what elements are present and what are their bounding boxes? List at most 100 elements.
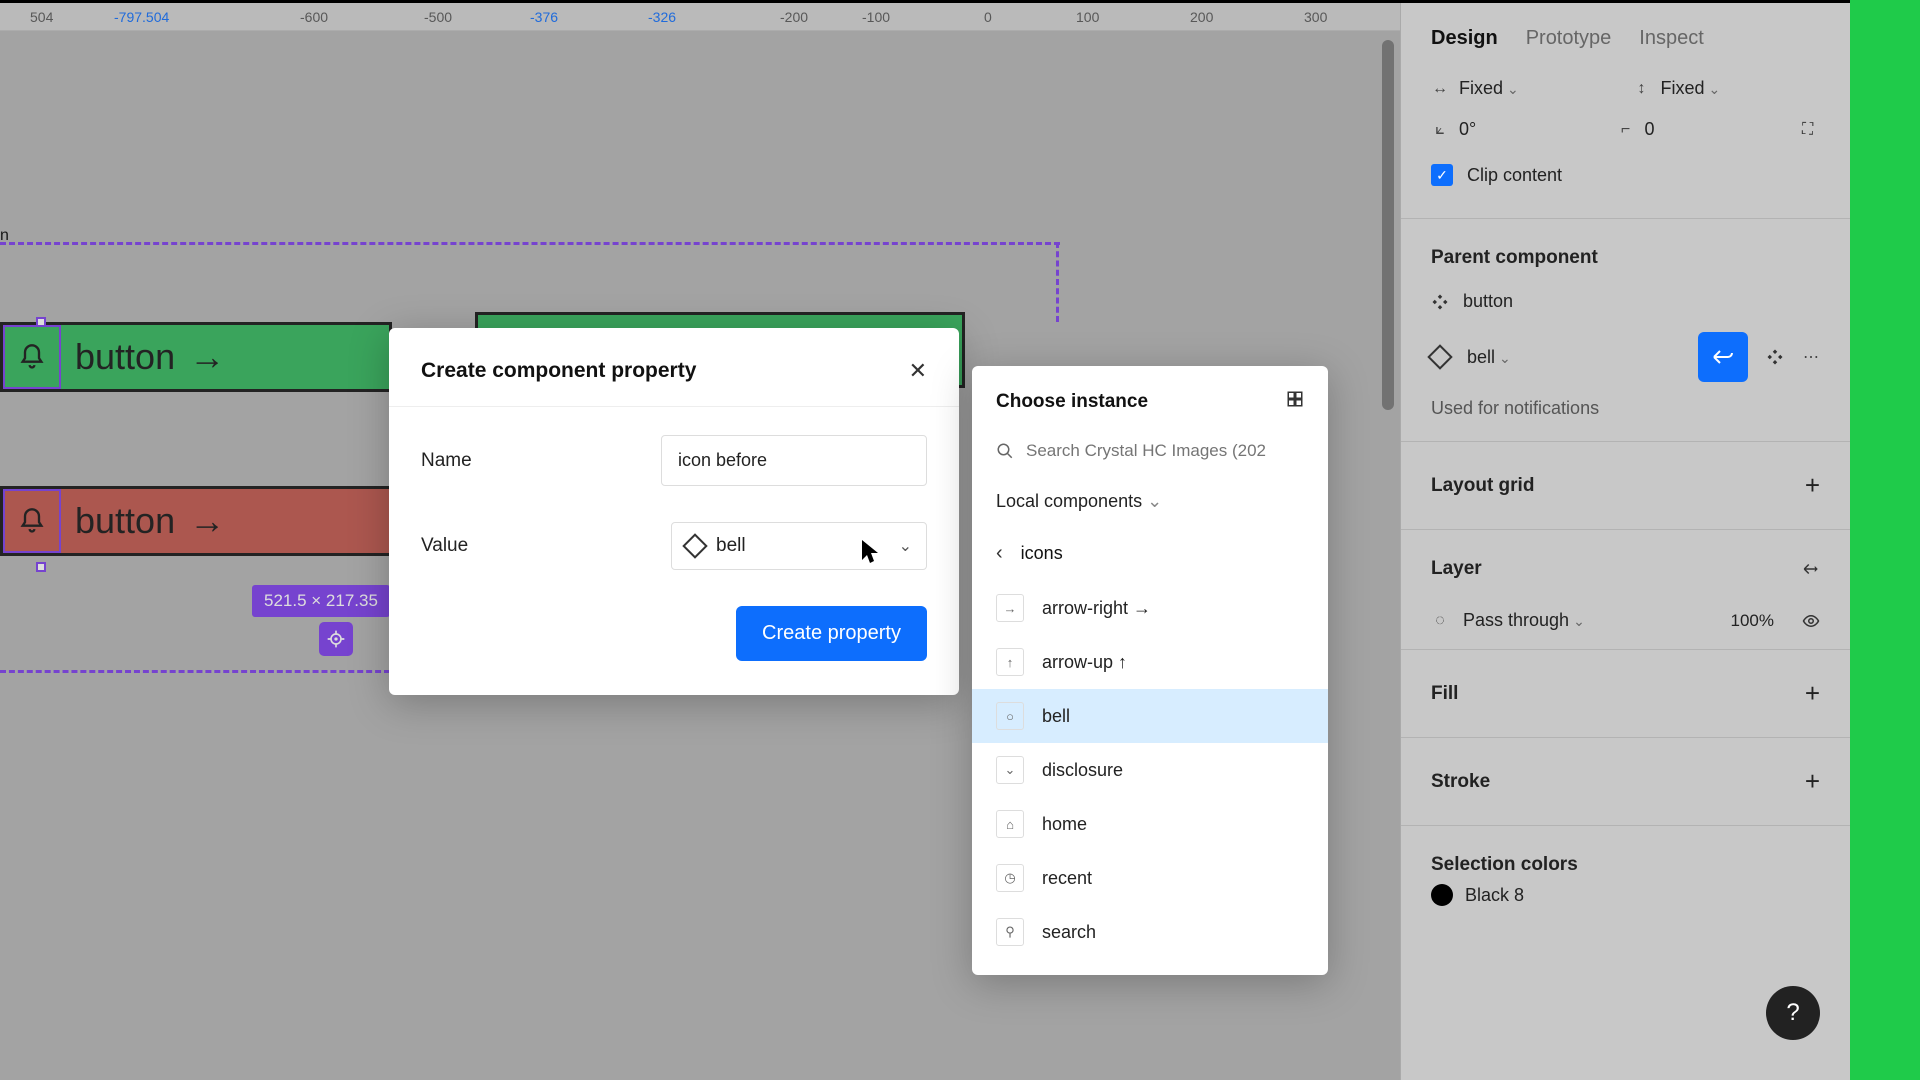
layer-target-icon[interactable] <box>1802 560 1820 578</box>
instance-select[interactable]: bell <box>1467 347 1688 368</box>
opacity-value[interactable]: 100% <box>1731 611 1774 631</box>
ruler-tick: -100 <box>862 9 890 25</box>
width-mode-select[interactable]: Fixed <box>1459 78 1519 99</box>
picker-search-input[interactable] <box>1026 441 1304 461</box>
ruler: 504-797.504-600-500-376-326-200-10001002… <box>0 3 1400 31</box>
selection-colors-heading: Selection colors <box>1431 854 1820 876</box>
close-icon[interactable]: ✕ <box>909 358 927 384</box>
corner-radius-icon: ⌐ <box>1617 121 1635 139</box>
button-component-red[interactable]: button → <box>0 486 392 556</box>
add-layout-grid-button[interactable]: + <box>1805 470 1820 501</box>
ruler-tick: -797.504 <box>114 9 169 25</box>
picker-item-label: home <box>1042 814 1087 835</box>
width-icon: ↔ <box>1431 80 1449 98</box>
instance-diamond-icon <box>1427 344 1452 369</box>
frame-border-top <box>0 242 1060 245</box>
add-stroke-button[interactable]: + <box>1805 766 1820 797</box>
tab-prototype[interactable]: Prototype <box>1526 27 1612 50</box>
expand-corners-icon[interactable]: ⛶ <box>1802 121 1820 139</box>
color-swatch[interactable] <box>1431 884 1453 906</box>
picker-item-thumb: ⚲ <box>996 918 1024 946</box>
picker-item-thumb: ◷ <box>996 864 1024 892</box>
search-icon <box>996 442 1014 460</box>
picker-crumb-label: icons <box>1021 543 1063 564</box>
picker-title: Choose instance <box>996 391 1148 413</box>
blend-mode-select[interactable]: Pass through <box>1463 610 1585 631</box>
grid-view-icon[interactable] <box>1286 390 1304 413</box>
chevron-down-icon: ⌄ <box>899 536 912 556</box>
frame-border-bottom <box>0 670 390 673</box>
picker-item-thumb: ⌂ <box>996 810 1024 838</box>
picker-item-label: bell <box>1042 706 1070 727</box>
visibility-eye-icon[interactable] <box>1802 612 1820 630</box>
height-icon: ↕ <box>1633 80 1651 98</box>
name-input[interactable] <box>661 435 927 486</box>
instance-picker: Choose instance Local components ‹ icons… <box>972 366 1328 975</box>
create-property-button[interactable]: Create property <box>736 606 927 661</box>
more-icon[interactable]: ⋯ <box>1802 348 1820 366</box>
picker-item-label: arrow-up ↑ <box>1042 652 1127 673</box>
button-component-green[interactable]: button → <box>0 322 392 392</box>
corner-value[interactable]: 0 <box>1645 119 1655 140</box>
dimensions-badge: 521.5 × 217.35 <box>252 585 390 617</box>
clip-content-label: Clip content <box>1467 165 1562 186</box>
tab-design[interactable]: Design <box>1431 27 1498 50</box>
clip-content-checkbox[interactable]: ✓ <box>1431 164 1453 186</box>
ruler-tick: 300 <box>1304 9 1327 25</box>
layer-heading: Layer <box>1431 558 1482 580</box>
ruler-tick: 200 <box>1190 9 1213 25</box>
picker-item-label: recent <box>1042 868 1092 889</box>
picker-item-thumb: ○ <box>996 702 1024 730</box>
right-green-bar <box>1850 0 1920 1080</box>
picker-item[interactable]: ◷ recent <box>972 851 1328 905</box>
ruler-tick: -200 <box>780 9 808 25</box>
picker-scope-select[interactable]: Local components <box>972 477 1328 526</box>
ruler-tick: -376 <box>530 9 558 25</box>
help-button[interactable]: ? <box>1766 986 1820 1040</box>
rotation-value[interactable]: 0° <box>1459 119 1476 140</box>
picker-item-thumb: ⌄ <box>996 756 1024 784</box>
add-fill-button[interactable]: + <box>1805 678 1820 709</box>
fill-heading: Fill <box>1431 683 1458 705</box>
picker-item-thumb: ↑ <box>996 648 1024 676</box>
picker-item-label: arrow-right → <box>1042 598 1151 619</box>
instance-diamond-icon <box>682 533 707 558</box>
canvas-scrollbar[interactable] <box>1382 40 1394 410</box>
picker-item[interactable]: ↑ arrow-up ↑ <box>972 635 1328 689</box>
arrow-right-icon: → <box>175 336 225 378</box>
button-icon-slot-selected[interactable] <box>3 489 61 553</box>
picker-item-label: disclosure <box>1042 760 1123 781</box>
selection-handle[interactable] <box>36 317 46 327</box>
ruler-tick: -326 <box>648 9 676 25</box>
component-options-icon[interactable] <box>1766 348 1784 366</box>
value-field-label: Value <box>421 535 671 557</box>
inspector-panel: Design Prototype Inspect ↔ Fixed ↕ Fixed… <box>1400 3 1850 1080</box>
value-select[interactable]: bell ⌄ <box>671 522 927 570</box>
selection-handle[interactable] <box>36 562 46 572</box>
picker-back-icon[interactable]: ‹ <box>996 542 1003 565</box>
swap-instance-button[interactable] <box>1698 332 1748 382</box>
bell-icon <box>18 507 46 535</box>
rotation-icon: ⟀ <box>1431 121 1449 139</box>
component-icon <box>1431 293 1449 311</box>
picker-item[interactable]: ⌂ home <box>972 797 1328 851</box>
picker-item[interactable]: ⚲search <box>972 905 1328 959</box>
frame-border-right <box>1056 242 1059 322</box>
parent-component-name[interactable]: button <box>1463 291 1820 312</box>
name-field-label: Name <box>421 450 661 472</box>
instance-description: Used for notifications <box>1401 392 1850 433</box>
ruler-tick: 504 <box>30 9 53 25</box>
ruler-tick: -600 <box>300 9 328 25</box>
arrow-right-icon: → <box>175 500 225 542</box>
picker-list: →arrow-right → ↑ arrow-up ↑ ○ bell ⌄ disclosur… <box>972 581 1328 975</box>
picker-item[interactable]: ⌄ disclosure <box>972 743 1328 797</box>
picker-item[interactable]: →arrow-right → <box>972 581 1328 635</box>
height-mode-select[interactable]: Fixed <box>1661 78 1721 99</box>
button-label: button <box>61 500 175 542</box>
tab-inspect[interactable]: Inspect <box>1639 27 1703 50</box>
picker-item[interactable]: ○ bell <box>972 689 1328 743</box>
instance-target-icon[interactable] <box>319 622 353 656</box>
color-name: Black 8 <box>1465 885 1524 906</box>
modal-title: Create component property <box>421 359 696 383</box>
button-icon-slot-selected[interactable] <box>3 325 61 389</box>
